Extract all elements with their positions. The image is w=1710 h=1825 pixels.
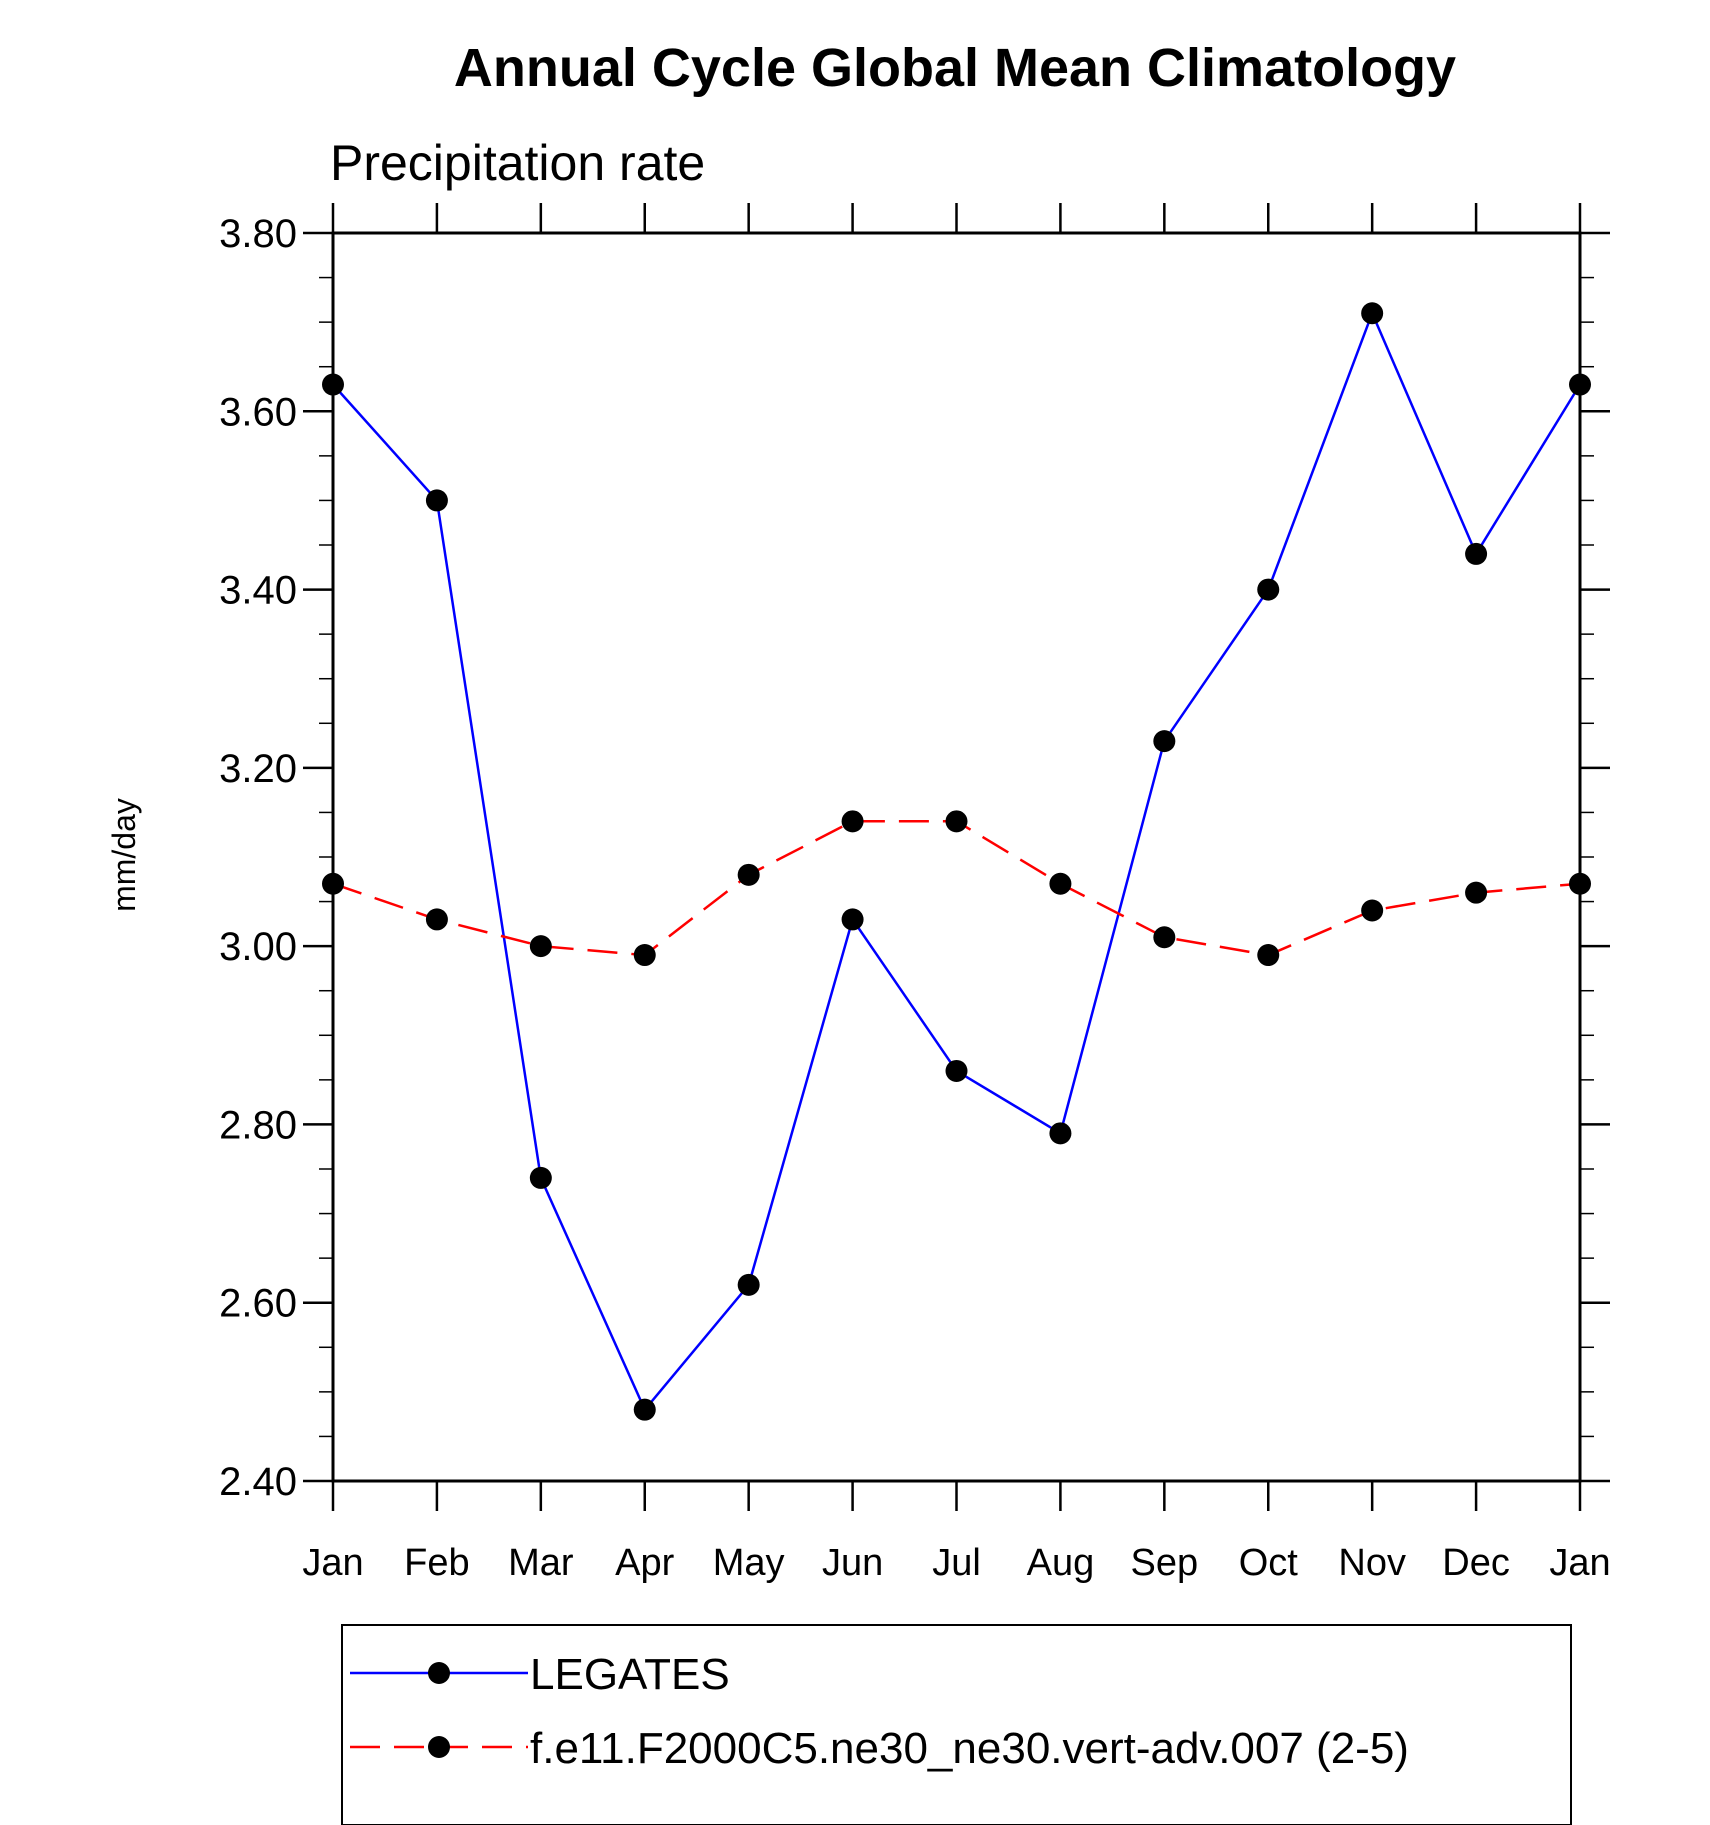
plot-frame (331, 231, 1582, 1483)
x-tick-label: Jul (932, 1542, 981, 1584)
series-1-point-8 (1153, 926, 1176, 949)
legend-label-model: f.e11.F2000C5.ne30_ne30.vert-adv.007 (2-… (530, 1724, 1409, 1773)
series-1-point-9 (1257, 944, 1280, 967)
series-1-point-4 (737, 863, 760, 886)
legend-marker-legates (428, 1662, 450, 1684)
y-tick-label: 3.00 (219, 925, 297, 969)
series-0-point-8 (1153, 730, 1176, 753)
x-tick-label: Dec (1442, 1542, 1510, 1584)
y-tick-label: 2.60 (219, 1282, 297, 1326)
x-tick-label: Nov (1338, 1542, 1406, 1584)
series-1-point-6 (945, 810, 968, 833)
plot-series (322, 302, 1591, 1421)
chart-subtitle: Precipitation rate (330, 135, 705, 191)
y-tick-label: 2.80 (219, 1103, 297, 1147)
legend-marker-model (428, 1736, 450, 1758)
x-tick-label: Jan (302, 1542, 363, 1584)
series-0-point-10 (1361, 302, 1384, 325)
series-0-point-4 (737, 1273, 760, 1296)
series-0-point-2 (529, 1166, 552, 1189)
series-0-point-0 (322, 373, 344, 396)
series-line-1 (332, 820, 1581, 957)
x-tick-label: Jan (1549, 1542, 1610, 1584)
series-1-point-2 (529, 935, 552, 958)
legend-label-legates: LEGATES (530, 1650, 730, 1699)
series-0-point-7 (1049, 1122, 1072, 1145)
y-tick-label: 3.20 (219, 747, 297, 791)
series-0-point-11 (1465, 542, 1488, 565)
series-0-point-1 (425, 489, 448, 512)
series-1-point-1 (425, 908, 448, 931)
y-axis-label: mm/day (106, 798, 142, 912)
series-0-point-12 (1569, 373, 1591, 396)
y-tick-label: 2.40 (219, 1460, 297, 1504)
series-0-point-5 (841, 908, 864, 931)
series-1-point-10 (1361, 899, 1384, 922)
series-1-point-7 (1049, 872, 1072, 895)
series-1-point-0 (322, 872, 344, 895)
legend: LEGATES f.e11.F2000C5.ne30_ne30.vert-adv… (341, 1624, 1572, 1825)
x-tick-label: May (713, 1542, 785, 1584)
series-0-point-9 (1257, 578, 1280, 601)
x-tick-label: Aug (1027, 1542, 1095, 1584)
legend-box (341, 1624, 1572, 1825)
chart-title: Annual Cycle Global Mean Climatology (454, 38, 1456, 98)
y-tick-label: 3.60 (219, 390, 297, 434)
y-tick-label: 3.80 (219, 212, 297, 256)
series-1-point-12 (1569, 872, 1591, 895)
y-axis: 2.40 2.60 2.80 3.00 3.20 3.40 3.60 3.80 (219, 212, 1610, 1504)
series-0-point-3 (633, 1398, 656, 1421)
x-tick-label: Sep (1131, 1542, 1199, 1584)
x-tick-label: Jun (822, 1542, 883, 1584)
series-1-point-11 (1465, 881, 1488, 904)
x-axis: Jan Feb Mar Apr May Jun Jul Aug Sep Oct Nov Dec Jan (302, 203, 1611, 1584)
series-0-point-6 (945, 1059, 968, 1082)
x-tick-label: Oct (1239, 1542, 1299, 1584)
series-1-point-3 (633, 944, 656, 967)
x-tick-label: Apr (615, 1542, 674, 1584)
x-tick-label: Mar (508, 1542, 574, 1584)
series-line-0 (332, 309, 1582, 1413)
series-1-point-5 (841, 810, 864, 833)
y-tick-label: 3.40 (219, 569, 297, 613)
x-tick-label: Feb (404, 1542, 469, 1584)
